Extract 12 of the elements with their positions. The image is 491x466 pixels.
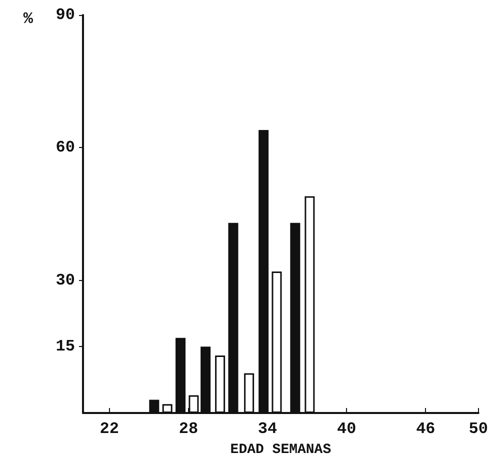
x-tick-label: 40 (336, 420, 356, 438)
x-tick-label: 22 (100, 420, 119, 438)
y-tick-label: 60 (56, 138, 75, 157)
x-tick-label: 34 (258, 420, 278, 438)
x-axis-title: EDAD SEMANAS (230, 442, 332, 458)
y-axis-title: % (23, 10, 34, 28)
y-tick-label: 15 (56, 338, 75, 356)
x-tick-label: 50 (468, 420, 488, 438)
x-tick-label: 46 (416, 420, 436, 438)
x-tick-label: 28 (178, 420, 198, 438)
y-tick-label: 30 (56, 271, 75, 290)
y-tick-label: 90 (56, 6, 75, 24)
